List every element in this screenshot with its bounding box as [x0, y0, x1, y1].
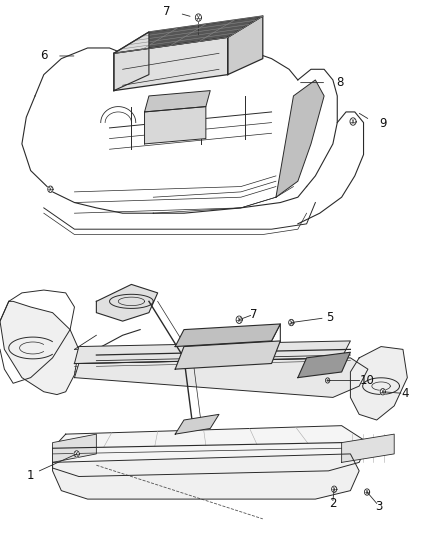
- Text: 5: 5: [326, 311, 333, 324]
- Polygon shape: [364, 489, 370, 495]
- Polygon shape: [0, 301, 79, 394]
- Polygon shape: [114, 16, 263, 53]
- Polygon shape: [114, 32, 149, 91]
- Polygon shape: [380, 389, 385, 395]
- Text: 8: 8: [336, 76, 343, 89]
- Text: 7: 7: [162, 5, 170, 18]
- Text: 3: 3: [375, 499, 383, 513]
- Polygon shape: [175, 324, 280, 346]
- Text: 10: 10: [360, 374, 374, 387]
- Polygon shape: [53, 434, 96, 462]
- Polygon shape: [175, 341, 280, 369]
- Polygon shape: [74, 358, 368, 398]
- Polygon shape: [325, 378, 330, 383]
- Text: 2: 2: [329, 497, 336, 510]
- Polygon shape: [48, 186, 53, 192]
- Polygon shape: [96, 285, 158, 321]
- Polygon shape: [298, 352, 350, 377]
- Text: 9: 9: [379, 117, 387, 131]
- Text: 7: 7: [250, 308, 257, 321]
- Polygon shape: [228, 16, 263, 75]
- Polygon shape: [342, 434, 394, 462]
- Polygon shape: [175, 414, 219, 434]
- Polygon shape: [350, 346, 407, 420]
- Text: 6: 6: [40, 50, 48, 62]
- Text: 1: 1: [26, 469, 34, 482]
- Polygon shape: [350, 118, 356, 125]
- Polygon shape: [195, 14, 201, 21]
- Text: 4: 4: [402, 387, 409, 400]
- Polygon shape: [332, 486, 337, 492]
- Polygon shape: [145, 91, 210, 112]
- Polygon shape: [74, 451, 79, 457]
- Polygon shape: [53, 426, 368, 477]
- Polygon shape: [145, 107, 206, 144]
- Polygon shape: [289, 319, 294, 326]
- Polygon shape: [53, 454, 359, 499]
- Polygon shape: [236, 316, 242, 324]
- Polygon shape: [74, 341, 350, 364]
- Polygon shape: [276, 80, 324, 197]
- Polygon shape: [114, 37, 228, 91]
